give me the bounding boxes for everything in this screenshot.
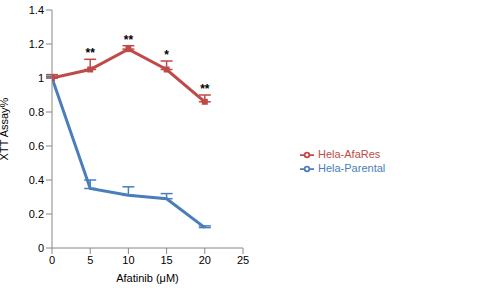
svg-text:**: **: [86, 46, 96, 60]
svg-text:0.4: 0.4: [29, 174, 44, 186]
svg-text:0.8: 0.8: [29, 106, 44, 118]
svg-text:**: **: [124, 33, 134, 47]
svg-text:0.6: 0.6: [29, 140, 44, 152]
svg-text:XTT Assay%: XTT Assay%: [8, 97, 10, 160]
svg-text:5: 5: [87, 254, 93, 266]
svg-text:0: 0: [49, 254, 55, 266]
svg-text:1: 1: [38, 72, 44, 84]
svg-text:*: *: [164, 48, 169, 62]
svg-text:15: 15: [160, 254, 172, 266]
html-text:Hela-Parental: Hela-Parental: [318, 162, 386, 175]
svg-text:10: 10: [122, 254, 134, 266]
svg-text:1.2: 1.2: [29, 38, 44, 50]
svg-text:0.2: 0.2: [29, 208, 44, 220]
svg-text:Afatinib (μM): Afatinib (μM): [116, 272, 179, 284]
html-text:Hela-AfaRes: Hela-AfaRes: [318, 148, 381, 160]
svg-text:20: 20: [199, 254, 211, 266]
svg-text:1.4: 1.4: [29, 4, 44, 16]
svg-text:**: **: [200, 82, 210, 96]
svg-text:25: 25: [237, 254, 249, 266]
svg-text:0: 0: [38, 242, 44, 254]
